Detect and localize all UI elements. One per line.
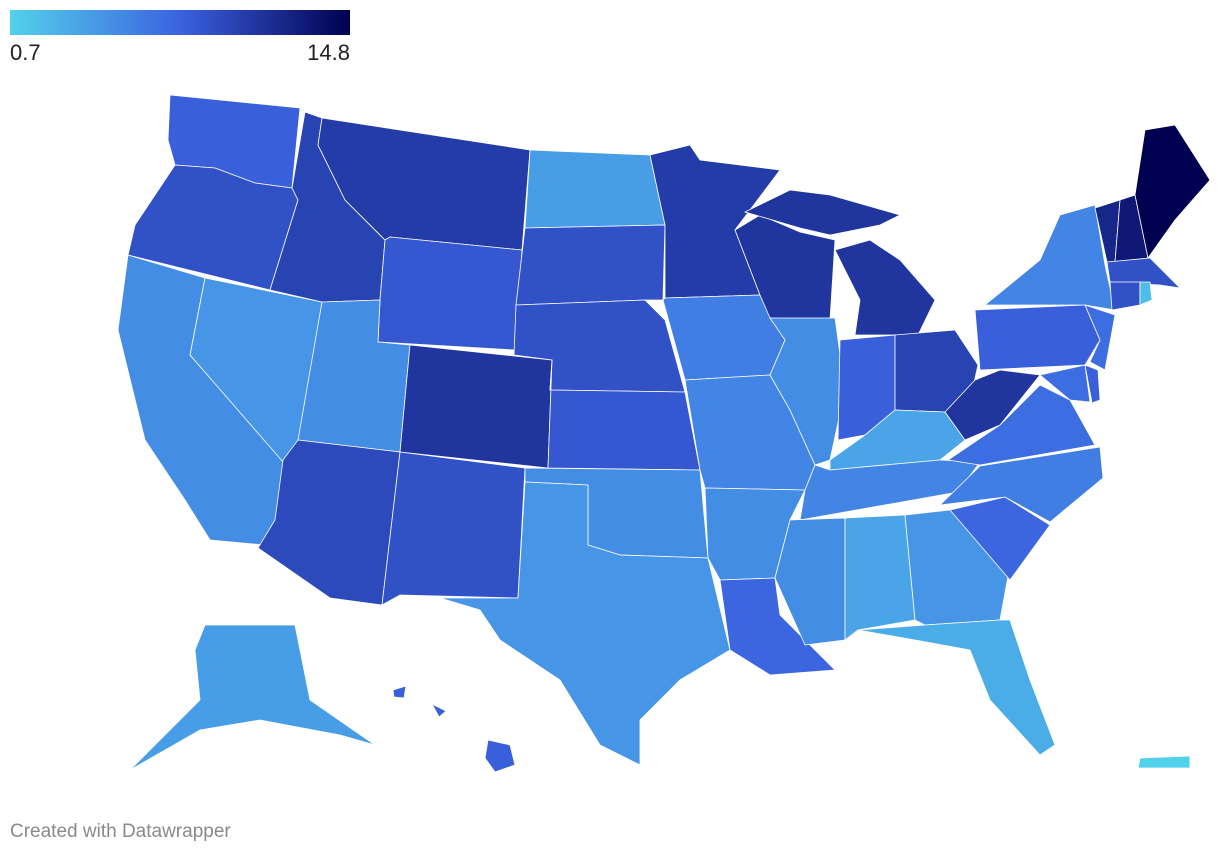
state [949,496,1051,581]
state [547,359,701,471]
state [1084,364,1101,404]
state [857,619,1056,756]
state [377,236,523,351]
state [844,514,916,641]
state [974,304,1101,371]
state [1084,304,1116,371]
legend-gradient [10,10,350,35]
state [1139,281,1153,306]
state [381,451,526,606]
footer: Created with Datawrapper [10,821,231,842]
state [983,204,1116,311]
legend-max: 14.8 [307,40,350,65]
legend-min: 0.7 [10,40,41,65]
state [1109,281,1141,311]
state [774,517,846,646]
state [1039,364,1091,403]
state [1137,755,1191,769]
state [439,481,731,766]
state [399,344,553,469]
state [392,685,516,773]
state [524,149,666,229]
state [938,446,1104,523]
state [1134,124,1211,259]
state [515,224,666,306]
state [129,624,376,771]
state [1106,257,1182,289]
states [117,94,1211,773]
